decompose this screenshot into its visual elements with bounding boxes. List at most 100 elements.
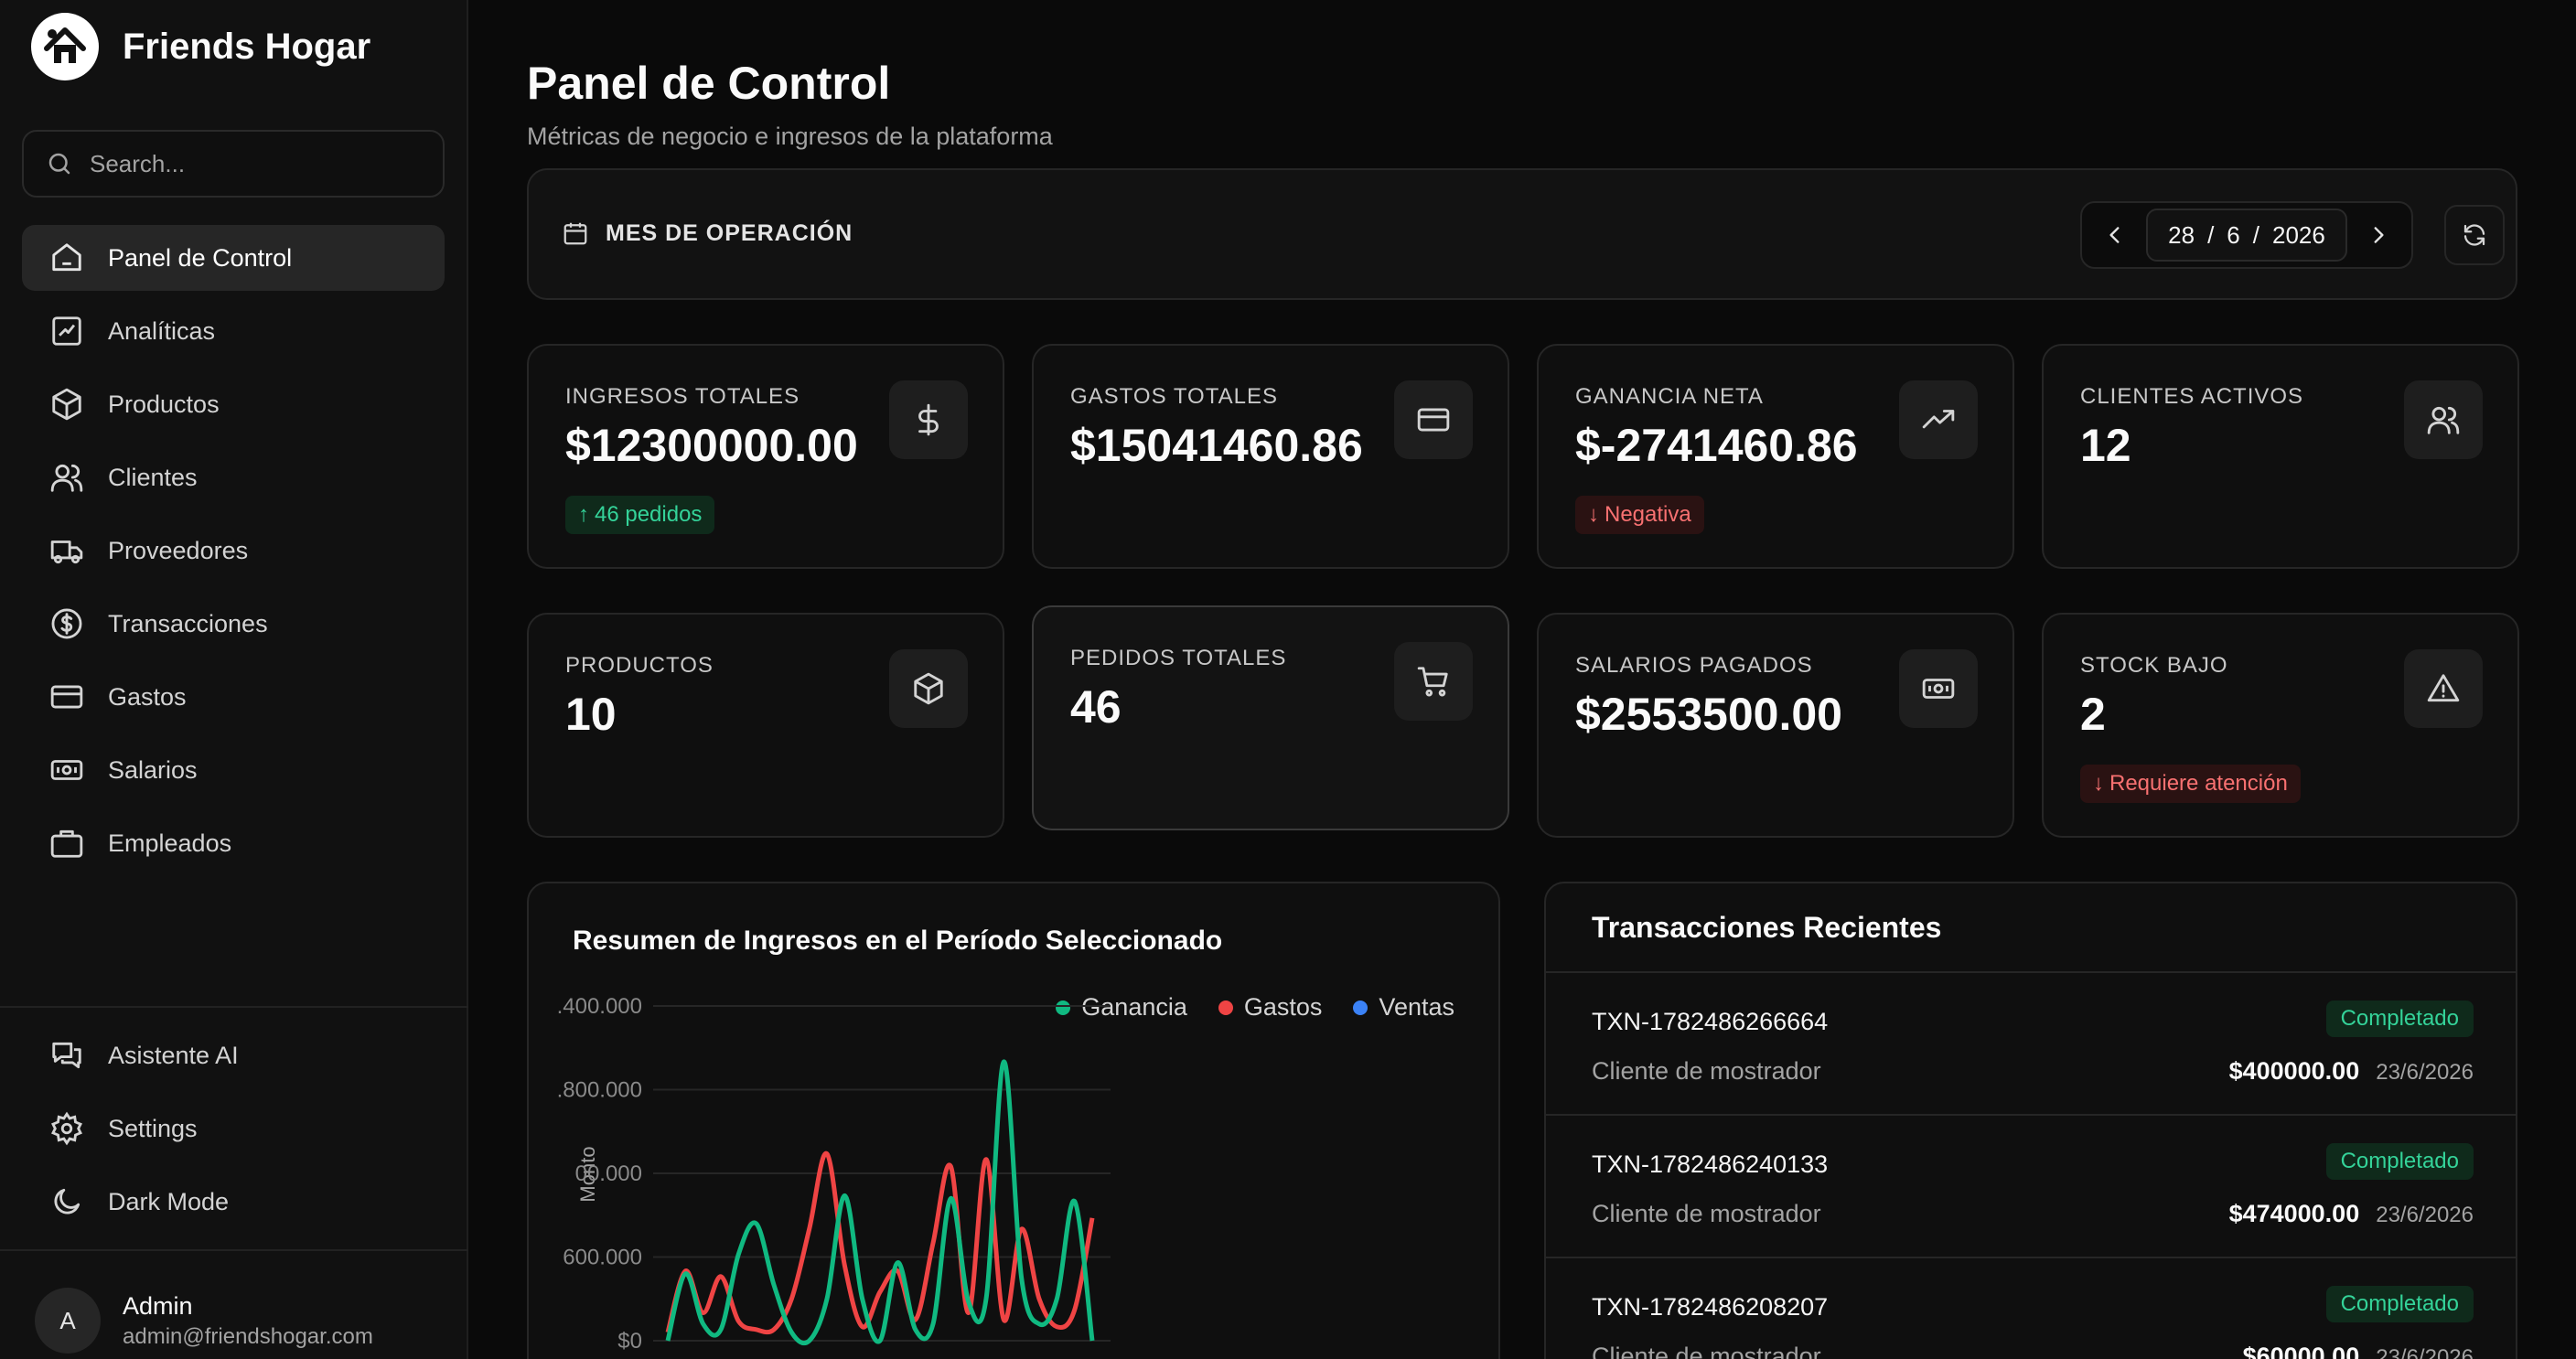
stat-value: 46 — [1070, 681, 1122, 733]
date-year: 2026 — [2272, 220, 2325, 249]
sidebar-item-label: Panel de Control — [108, 243, 293, 272]
attention-badge: ↓ Requiere atención — [2080, 765, 2301, 803]
transaction-client: Cliente de mostrador — [1592, 1343, 1821, 1359]
sidebar-item-analiticas[interactable]: Analíticas — [22, 298, 445, 364]
legend-item-gastos[interactable]: Gastos — [1218, 993, 1322, 1022]
house-logo-icon — [31, 13, 99, 80]
home-icon — [52, 243, 81, 272]
stat-card-pedidos[interactable]: PEDIDOS TOTALES 46 — [1032, 605, 1509, 830]
sidebar-item-productos[interactable]: Productos — [22, 371, 445, 437]
sidebar: Friends Hogar Panel de Control Analítica… — [0, 0, 468, 1359]
moon-icon — [54, 1188, 80, 1215]
stat-label: GASTOS TOTALES — [1070, 384, 1278, 409]
dark-mode-toggle[interactable]: Dark Mode — [22, 1169, 445, 1235]
sidebar-item-empleados[interactable]: Empleados — [22, 810, 445, 876]
stat-label: SALARIOS PAGADOS — [1575, 653, 1813, 678]
status-badge: Completado — [2325, 1001, 2474, 1037]
sidebar-item-label: Gastos — [108, 682, 187, 711]
main-content: Panel de Control Métricas de negocio e i… — [468, 0, 2576, 1359]
stat-card-clientes: CLIENTES ACTIVOS 12 — [2042, 344, 2519, 569]
sidebar-item-transacciones[interactable]: Transacciones — [22, 591, 445, 657]
previous-month-button[interactable] — [2095, 215, 2135, 255]
stat-card-salarios: SALARIOS PAGADOS $2553500.00 — [1537, 613, 2014, 838]
transaction-id: TXN-1782486266664 — [1592, 1008, 1829, 1035]
gear-icon — [51, 1111, 82, 1146]
sidebar-item-label: Transacciones — [108, 609, 268, 637]
sidebar-item-asistente-ai[interactable]: Asistente AI — [22, 1022, 445, 1088]
calendar-icon — [564, 222, 587, 245]
user-name: Admin — [123, 1291, 193, 1320]
sidebar-item-label: Productos — [108, 390, 220, 418]
search-input[interactable] — [90, 149, 437, 178]
user-profile[interactable]: A Admin admin@friendshogar.com — [35, 1288, 373, 1354]
orders-badge: ↑ 46 pedidos — [565, 496, 715, 534]
sidebar-item-label: Analíticas — [108, 316, 216, 345]
stat-label: CLIENTES ACTIVOS — [2080, 384, 2304, 409]
status-badge: Completado — [2325, 1286, 2474, 1322]
chat-icon — [52, 1042, 81, 1069]
refresh-button[interactable] — [2444, 205, 2505, 265]
stat-label: GANANCIA NETA — [1575, 384, 1764, 409]
operation-label-text: MES DE OPERACIÓN — [606, 219, 853, 246]
search-icon — [48, 153, 70, 175]
search-box[interactable] — [22, 130, 445, 198]
legend-label: Ventas — [1379, 993, 1454, 1021]
brand[interactable]: Friends Hogar — [31, 13, 370, 80]
transaction-date: 23/6/2026 — [2376, 1345, 2474, 1359]
credit-card-icon — [1394, 380, 1473, 459]
recent-transactions-card: Transacciones Recientes TXN-178248626666… — [1544, 882, 2517, 1359]
legend-dot — [1218, 1000, 1233, 1015]
series-line-gastos[interactable] — [665, 1151, 1095, 1335]
sidebar-divider — [0, 1249, 468, 1251]
operation-month-bar: MES DE OPERACIÓN 28 / 6 / 2026 — [527, 168, 2517, 300]
transaction-id: TXN-1782486240133 — [1592, 1150, 1829, 1178]
date-month: 6 — [2227, 220, 2240, 249]
transaction-row[interactable]: TXN-1782486240133 Cliente de mostrador C… — [1546, 1116, 2516, 1258]
trending-up-icon — [1899, 380, 1978, 459]
analytics-icon — [52, 316, 81, 346]
sidebar-item-salarios[interactable]: Salarios — [22, 737, 445, 803]
transaction-amount-group: $474000.00 23/6/2026 — [2229, 1200, 2474, 1228]
sidebar-item-label: Salarios — [108, 755, 198, 784]
badge-text: Requiere atención — [2109, 771, 2288, 796]
truck-icon — [50, 540, 83, 564]
sidebar-divider — [0, 1006, 468, 1008]
transaction-date: 23/6/2026 — [2376, 1060, 2474, 1085]
sidebar-item-gastos[interactable]: Gastos — [22, 664, 445, 730]
stat-value: $12300000.00 — [565, 420, 858, 471]
user-email: admin@friendshogar.com — [123, 1323, 373, 1349]
users-icon — [50, 464, 83, 492]
transaction-row[interactable]: TXN-1782486208207 Cliente de mostrador C… — [1546, 1258, 2516, 1359]
sidebar-item-settings[interactable]: Settings — [22, 1096, 445, 1161]
next-month-button[interactable] — [2358, 215, 2399, 255]
sidebar-item-label: Proveedores — [108, 536, 249, 564]
transaction-row[interactable]: TXN-1782486266664 Cliente de mostrador C… — [1546, 973, 2516, 1116]
page-subtitle: Métricas de negocio e ingresos de la pla… — [527, 123, 1053, 150]
y-tick-label: 00.000 — [575, 1161, 642, 1186]
badge-text: 46 pedidos — [595, 502, 703, 527]
series-line-ganancia[interactable] — [665, 1059, 1095, 1346]
transaction-client: Cliente de mostrador — [1592, 1057, 1821, 1085]
brand-name: Friends Hogar — [123, 26, 371, 67]
sidebar-item-label: Settings — [108, 1114, 198, 1142]
sidebar-item-label: Dark Mode — [108, 1187, 230, 1215]
stat-card-ingresos: INGRESOS TOTALES $12300000.00 ↑ 46 pedido… — [527, 344, 1004, 569]
users-icon — [2404, 380, 2483, 459]
dollar-circle-icon — [51, 608, 82, 639]
page-title: Panel de Control — [527, 58, 891, 109]
banknote-icon — [50, 760, 83, 780]
stat-card-gastos: GASTOS TOTALES $15041460.86 — [1032, 344, 1509, 569]
chevron-left-icon — [2109, 227, 2120, 243]
date-input[interactable]: 28 / 6 / 2026 — [2146, 209, 2347, 262]
date-day: 28 — [2168, 220, 2195, 249]
dollar-icon — [889, 380, 968, 459]
warning-icon — [2404, 649, 2483, 728]
sidebar-item-proveedores[interactable]: Proveedores — [22, 518, 445, 583]
transaction-id: TXN-1782486208207 — [1592, 1293, 1829, 1321]
sidebar-item-panel-de-control[interactable]: Panel de Control — [22, 225, 445, 291]
legend-item-ventas[interactable]: Ventas — [1353, 993, 1454, 1022]
sidebar-item-clientes[interactable]: Clientes — [22, 444, 445, 510]
revenue-chart-card: Resumen de Ingresos en el Período Selecc… — [527, 882, 1500, 1359]
stat-value: 12 — [2080, 420, 2131, 471]
stat-value: $15041460.86 — [1070, 420, 1363, 471]
